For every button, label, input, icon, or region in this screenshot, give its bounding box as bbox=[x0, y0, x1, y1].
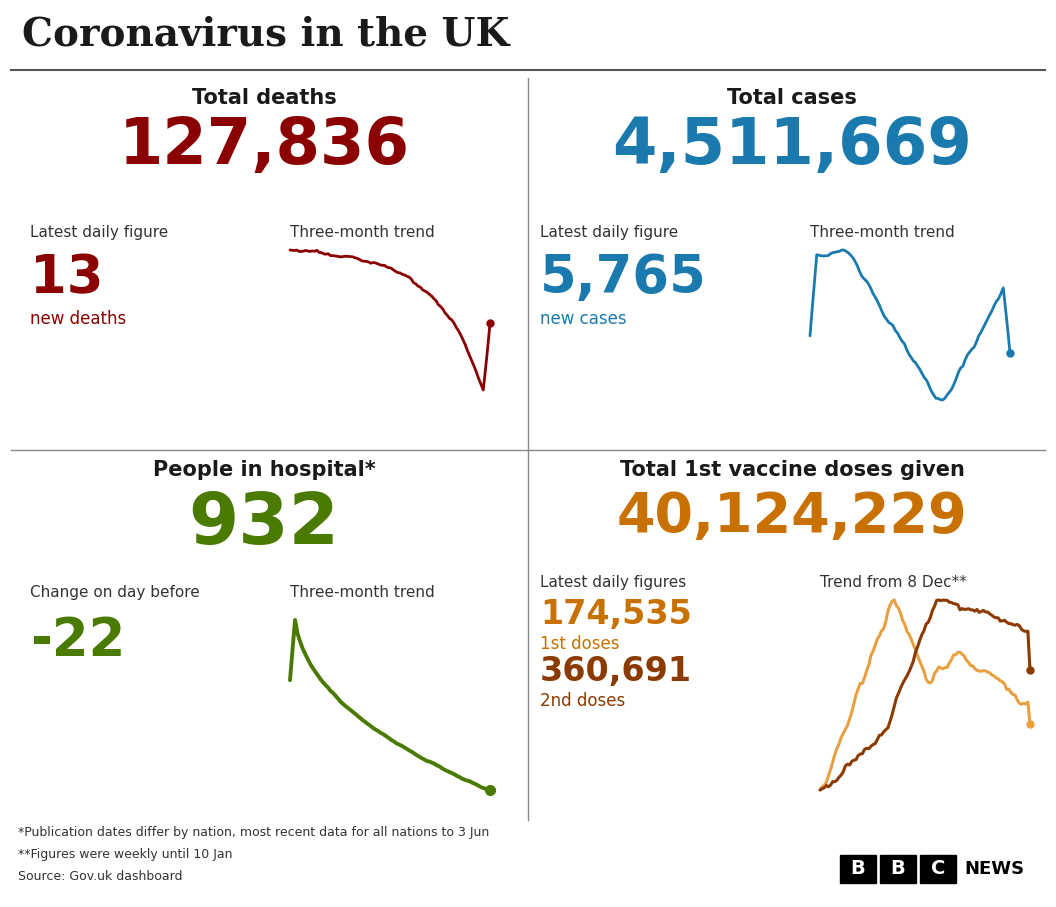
Text: NEWS: NEWS bbox=[964, 860, 1024, 878]
Text: Latest daily figure: Latest daily figure bbox=[30, 225, 168, 240]
Text: B: B bbox=[890, 860, 905, 879]
Text: Change on day before: Change on day before bbox=[30, 585, 200, 600]
Text: 1st doses: 1st doses bbox=[540, 635, 620, 653]
Text: Coronavirus in the UK: Coronavirus in the UK bbox=[22, 15, 509, 53]
Text: Latest daily figure: Latest daily figure bbox=[540, 225, 678, 240]
FancyBboxPatch shape bbox=[880, 855, 916, 883]
Text: 5,765: 5,765 bbox=[540, 252, 706, 304]
Text: 40,124,229: 40,124,229 bbox=[617, 490, 967, 544]
Text: Trend from 8 Dec**: Trend from 8 Dec** bbox=[821, 575, 967, 590]
Text: B: B bbox=[851, 860, 865, 879]
Text: Total deaths: Total deaths bbox=[191, 88, 337, 108]
FancyBboxPatch shape bbox=[840, 855, 876, 883]
Text: 4,511,669: 4,511,669 bbox=[612, 115, 972, 177]
Text: Total 1st vaccine doses given: Total 1st vaccine doses given bbox=[620, 460, 964, 480]
Text: 360,691: 360,691 bbox=[540, 655, 692, 688]
Text: 127,836: 127,836 bbox=[118, 115, 410, 177]
Text: new cases: new cases bbox=[540, 310, 626, 328]
Text: C: C bbox=[930, 860, 945, 879]
FancyBboxPatch shape bbox=[920, 855, 956, 883]
Text: 174,535: 174,535 bbox=[540, 598, 692, 631]
Text: 932: 932 bbox=[189, 490, 339, 559]
Text: 13: 13 bbox=[30, 252, 103, 304]
Text: 2nd doses: 2nd doses bbox=[540, 692, 625, 710]
Text: **Figures were weekly until 10 Jan: **Figures were weekly until 10 Jan bbox=[18, 848, 232, 861]
Text: Source: Gov.uk dashboard: Source: Gov.uk dashboard bbox=[18, 870, 183, 883]
Text: *Publication dates differ by nation, most recent data for all nations to 3 Jun: *Publication dates differ by nation, mos… bbox=[18, 826, 489, 839]
Text: Three-month trend: Three-month trend bbox=[290, 225, 435, 240]
Text: Three-month trend: Three-month trend bbox=[810, 225, 955, 240]
Text: new deaths: new deaths bbox=[30, 310, 127, 328]
Text: People in hospital*: People in hospital* bbox=[153, 460, 375, 480]
Text: -22: -22 bbox=[30, 615, 126, 667]
Text: Three-month trend: Three-month trend bbox=[290, 585, 435, 600]
Text: Total cases: Total cases bbox=[728, 88, 856, 108]
Text: Latest daily figures: Latest daily figures bbox=[540, 575, 686, 590]
